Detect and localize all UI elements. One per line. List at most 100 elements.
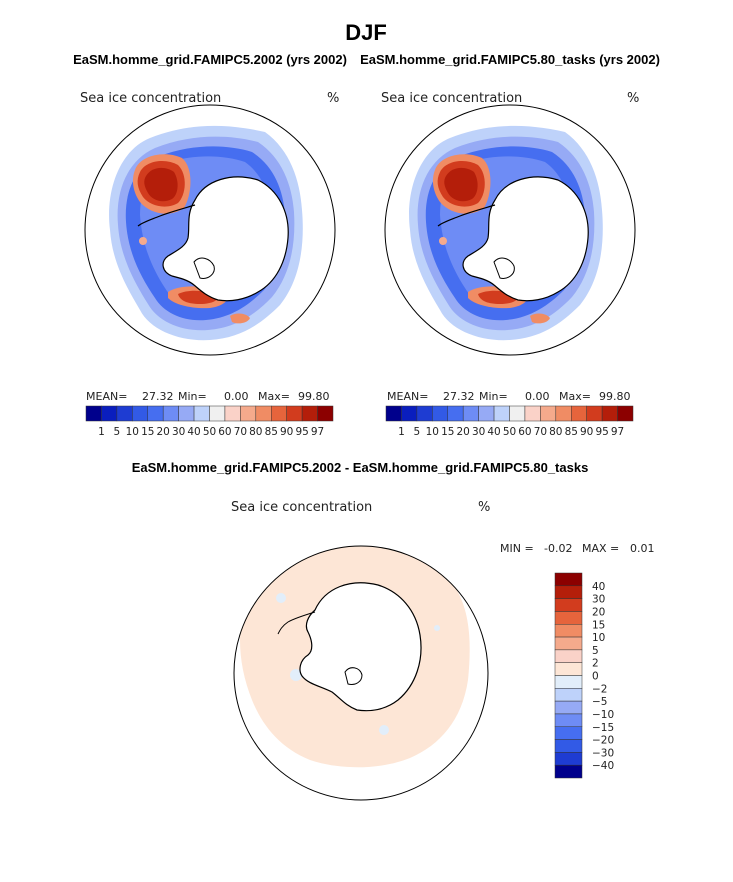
difference-colorbar-tick-label: −20: [592, 735, 614, 747]
difference-colorbar-swatch: [554, 585, 583, 599]
panel-a-colorbar-swatch: [317, 405, 334, 422]
panel-a-colorbar-tick-label: 60: [218, 426, 231, 438]
difference-colorbar-tick-label: 0: [592, 671, 599, 683]
panel-b-colorbar-swatch: [601, 405, 618, 422]
panel-b-colorbar-tick-label: 60: [518, 426, 531, 438]
difference-colorbar-tick-label: 2: [592, 658, 599, 670]
panel-b-mean-label: MEAN=: [387, 390, 428, 403]
difference-stats: MIN = -0.02 MAX = 0.01: [500, 542, 655, 555]
panel-a-mean-value: 27.32: [142, 390, 174, 403]
difference-colorbar-tick-label: 20: [592, 606, 605, 618]
difference-colorbar-swatch: [554, 713, 583, 727]
panel-b-colorbar-swatch: [555, 405, 572, 422]
panel-b-colorbar-swatch: [385, 405, 402, 422]
panel-b-stats: MEAN= 27.32 Min= 0.00 Max= 99.80: [387, 390, 631, 403]
difference-max-label: MAX =: [582, 542, 619, 555]
panel-a-colorbar-tick-label: 15: [141, 426, 154, 438]
difference-colorbar-tick-label: −15: [592, 722, 614, 734]
difference-panel-title: EaSM.homme_grid.FAMIPC5.2002 - EaSM.homm…: [132, 460, 589, 475]
panel-b-colorbar-tick-label: 70: [534, 426, 547, 438]
panel-b-min-value: 0.00: [525, 390, 550, 403]
difference-colorbar-tick-label: −40: [592, 760, 614, 772]
difference-colorbar-swatch: [554, 611, 583, 625]
difference-colorbar-swatch: [554, 726, 583, 740]
panel-a-colorbar-tick-label: 30: [172, 426, 185, 438]
panel-a-colorbar-swatch: [162, 405, 179, 422]
panel-a-colorbar-swatch: [301, 405, 318, 422]
panel-a-colorbar-tick-label: 97: [311, 426, 324, 438]
panel-b-colorbar-tick-label: 15: [441, 426, 454, 438]
panel-a-max-value: 99.80: [298, 390, 330, 403]
panel-a-colorbar-swatch: [286, 405, 303, 422]
panel-a-colorbar-swatch: [132, 405, 148, 422]
difference-colorbar-swatch: [554, 675, 583, 689]
difference-colorbar-swatch: [554, 649, 583, 663]
panel-a-colorbar-tick-label: 85: [265, 426, 278, 438]
difference-map: [233, 545, 489, 801]
panel-b-max-value: 99.80: [599, 390, 631, 403]
panel-a-colorbar-tick-label: 80: [249, 426, 262, 438]
panel-b-colorbar: 1 5 10 15 20 30 40 50 60 70 80 85 90 95 97: [385, 405, 634, 438]
difference-colorbar-tick-label: −5: [592, 696, 607, 708]
figure-title: DJF: [345, 20, 387, 45]
panel-a-title: EaSM.homme_grid.FAMIPC5.2002 (yrs 2002): [73, 52, 347, 67]
panel-b-colorbar-tick-label: 30: [472, 426, 485, 438]
difference-min-value: -0.02: [544, 542, 572, 555]
panel-b-colorbar-swatch: [617, 405, 634, 422]
panel-b-colorbar-swatch: [524, 405, 541, 422]
panel-b-min-label: Min=: [479, 390, 508, 403]
panel-b-unit-label: %: [627, 91, 639, 106]
difference-colorbar-swatch: [554, 764, 583, 779]
panel-a-colorbar-tick-label: 40: [187, 426, 200, 438]
panel-b-colorbar-tick-label: 20: [457, 426, 470, 438]
panel-b-map: [384, 104, 636, 356]
difference-colorbar-swatch: [554, 688, 583, 702]
panel-b-colorbar-tick-label: 85: [565, 426, 578, 438]
difference-colorbar-tick-label: −10: [592, 709, 614, 721]
panel-a-colorbar-swatch: [224, 405, 241, 422]
panel-b-colorbar-swatch: [478, 405, 495, 422]
panel-b-mean-value: 27.32: [443, 390, 475, 403]
difference-colorbar-swatch: [554, 752, 583, 766]
panel-a-colorbar-tick-label: 5: [114, 426, 121, 438]
difference-colorbar-tick-label: −30: [592, 747, 614, 759]
difference-colorbar-tick-label: −2: [592, 683, 607, 695]
panel-b-colorbar-swatch: [462, 405, 479, 422]
panel-b-variable-label: Sea ice concentration: [381, 91, 522, 106]
panel-b-colorbar-swatch: [401, 405, 418, 422]
difference-colorbar-swatch: [554, 598, 583, 612]
panel-a-colorbar-swatch: [271, 405, 287, 422]
difference-colorbar-swatch: [554, 662, 583, 676]
panel-b-colorbar-swatch: [509, 405, 526, 422]
panel-b-title: EaSM.homme_grid.FAMIPC5.80_tasks (yrs 20…: [360, 52, 660, 67]
difference-colorbar-tick-label: 40: [592, 581, 605, 593]
panel-a-stats: MEAN= 27.32 Min= 0.00 Max= 99.80: [86, 390, 330, 403]
panel-b-max-label: Max=: [559, 390, 591, 403]
panel-a-colorbar: 1 5 10 15 20 30 40 50 60 70 80 85 90 95 97: [85, 405, 334, 438]
difference-variable-label: Sea ice concentration: [231, 500, 372, 515]
difference-min-label: MIN =: [500, 542, 534, 555]
difference-colorbar-swatch: [554, 700, 583, 715]
panel-b-colorbar-tick-label: 95: [595, 426, 608, 438]
panel-a-colorbar-tick-label: 95: [295, 426, 308, 438]
panel-a-colorbar-swatch: [178, 405, 195, 422]
panel-a-colorbar-swatch: [240, 405, 257, 422]
panel-a-colorbar-swatch: [147, 405, 164, 422]
panel-a-colorbar-tick-label: 10: [126, 426, 139, 438]
panel-a-min-label: Min=: [178, 390, 207, 403]
panel-a-unit-label: %: [327, 91, 339, 106]
panel-a-variable-label: Sea ice concentration: [80, 91, 221, 106]
panel-a-colorbar-tick-label: 90: [280, 426, 293, 438]
panel-b-colorbar-tick-label: 90: [580, 426, 593, 438]
panel-a-colorbar-tick-label: 20: [157, 426, 170, 438]
difference-colorbar-tick-label: 5: [592, 645, 599, 657]
panel-b-colorbar-swatch: [571, 405, 587, 422]
panel-a-min-value: 0.00: [224, 390, 249, 403]
panel-b-colorbar-swatch: [493, 405, 510, 422]
panel-a-max-label: Max=: [258, 390, 290, 403]
panel-a-colorbar-swatch: [85, 405, 102, 422]
panel-a-map: [84, 104, 336, 356]
panel-b-colorbar-swatch: [416, 405, 433, 422]
